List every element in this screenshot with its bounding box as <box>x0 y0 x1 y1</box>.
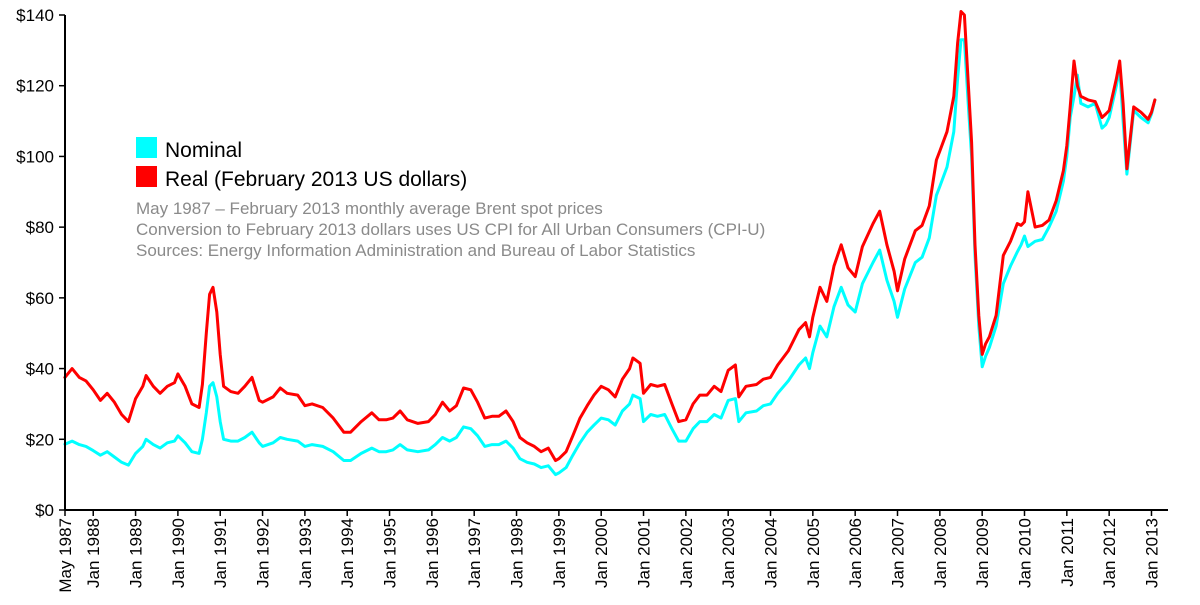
series-line-real <box>63 10 1157 462</box>
x-tick-label: Jan 1988 <box>84 518 103 588</box>
chart-annotations: May 1987 – February 2013 monthly average… <box>136 199 765 260</box>
x-tick-label: Jan 2011 <box>1058 518 1077 587</box>
legend-label-real: Real (February 2013 US dollars) <box>165 168 467 191</box>
annotation-conversion: Conversion to February 2013 dollars uses… <box>136 220 765 239</box>
x-tick-label: Jan 1992 <box>254 518 273 588</box>
x-tick-label: Jan 1994 <box>338 518 357 588</box>
y-tick-label: $100 <box>16 147 54 166</box>
y-axis-tick-marks <box>59 14 65 511</box>
x-tick-label: Jan 2005 <box>804 518 823 588</box>
y-tick-label: $120 <box>16 77 54 96</box>
y-tick-label: $40 <box>26 360 54 379</box>
x-tick-label: Jan 2007 <box>889 518 908 588</box>
x-tick-label: Jan 1993 <box>296 518 315 588</box>
x-tick-label: Jan 2002 <box>677 518 696 588</box>
x-tick-label: Jan 2001 <box>635 518 654 588</box>
annotation-sources: Sources: Energy Information Administrati… <box>136 241 695 260</box>
x-tick-label: Jan 2006 <box>846 518 865 588</box>
x-tick-label: Jan 2004 <box>762 518 781 588</box>
y-tick-label: $80 <box>26 218 54 237</box>
x-tick-label: Jan 1996 <box>423 518 442 588</box>
legend-swatch-real <box>136 166 157 187</box>
x-tick-label: Jan 2010 <box>1015 518 1034 588</box>
legend: Nominal Real (February 2013 US dollars) <box>136 137 467 191</box>
x-tick-label: Jan 1990 <box>169 518 188 588</box>
x-tick-label: Jan 2012 <box>1100 518 1119 588</box>
legend-swatch-nominal <box>136 137 157 158</box>
x-tick-label: Jan 2003 <box>719 518 738 588</box>
series-lines <box>63 10 1157 477</box>
x-tick-label: Jan 1995 <box>381 518 400 588</box>
y-tick-label: $0 <box>35 501 54 520</box>
x-tick-label: Jan 1998 <box>508 518 527 588</box>
y-tick-label: $60 <box>26 289 54 308</box>
series-line-nominal <box>63 38 1157 477</box>
y-tick-label: $20 <box>26 430 54 449</box>
x-axis-tick-labels: May 1987 Jan 1988 Jan 1989 Jan 1990 Jan 1991… <box>56 518 1161 593</box>
x-tick-label: Jan 2013 <box>1142 518 1161 588</box>
x-tick-label: Jan 1989 <box>127 518 146 588</box>
y-tick-label: $140 <box>16 6 54 25</box>
x-tick-label: Jan 2009 <box>973 518 992 588</box>
legend-label-nominal: Nominal <box>165 139 242 162</box>
y-axis-tick-labels: $0 $20 $40 $60 $80 $100 $120 $140 <box>16 6 54 520</box>
x-tick-label: Jan 2000 <box>592 518 611 588</box>
x-tick-label: May 1987 <box>56 518 75 593</box>
x-tick-label: Jan 1991 <box>211 518 230 588</box>
x-tick-label: Jan 1999 <box>550 518 569 588</box>
annotation-date-range: May 1987 – February 2013 monthly average… <box>136 199 603 218</box>
x-tick-label: Jan 2008 <box>931 518 950 588</box>
x-tick-label: Jan 1997 <box>465 518 484 588</box>
